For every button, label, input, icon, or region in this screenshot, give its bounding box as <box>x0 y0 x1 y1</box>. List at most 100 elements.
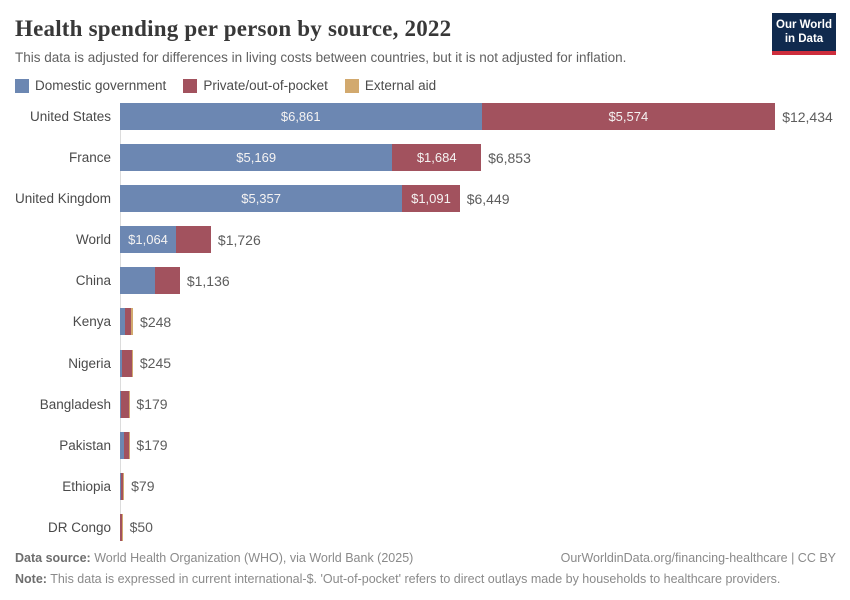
page-subtitle: This data is adjusted for differences in… <box>15 50 627 65</box>
data-source-label: Data source: <box>15 551 91 565</box>
bar-track: $50 <box>120 513 836 541</box>
bar-segment-private-out-of-pocket[interactable] <box>154 267 180 295</box>
bar-segment-private-out-of-pocket[interactable]: $1,684 <box>392 144 482 172</box>
legend-item-external-aid[interactable]: External aid <box>344 78 436 93</box>
country-label[interactable]: Pakistan <box>59 437 111 453</box>
country-label[interactable]: DR Congo <box>47 519 111 535</box>
chart-row: Kenya $248 <box>15 308 836 336</box>
total-label: $179 <box>136 437 168 454</box>
legend-swatch-icon <box>15 78 29 93</box>
bar-segment-domestic-government[interactable] <box>120 431 124 459</box>
bar-value-label: $5,574 <box>608 109 649 124</box>
bar-segment-domestic-government[interactable]: $1,064 <box>120 226 177 254</box>
total-label: $245 <box>139 355 172 372</box>
country-label[interactable]: United Kingdom <box>15 191 112 207</box>
bar-segment-external-aid[interactable] <box>128 390 130 418</box>
footer-note-text: This data is expressed in current intern… <box>46 572 781 586</box>
bar-track: $248 <box>120 308 836 336</box>
bar-segment-private-out-of-pocket[interactable] <box>176 226 211 254</box>
page-title: Health spending per person by source, 20… <box>15 16 452 41</box>
bar-segment-domestic-government[interactable] <box>120 349 122 377</box>
total-label: $6,449 <box>466 190 510 207</box>
bar-segment-private-out-of-pocket[interactable] <box>121 349 132 377</box>
country-label[interactable]: Kenya <box>72 314 111 330</box>
bar-segment-external-aid[interactable] <box>131 349 133 377</box>
data-source-text: World Health Organization (WHO), via Wor… <box>90 551 414 565</box>
footer-note: Note: This data is expressed in current … <box>15 572 836 586</box>
header-text: Health spending per person by source, 20… <box>15 13 626 65</box>
chart-row: Nigeria $245 <box>15 349 836 377</box>
chart-row: United Kingdom $5,357 $1,091 $6,449 <box>15 185 836 213</box>
legend-label: Domestic government <box>35 78 167 93</box>
total-label: $248 <box>140 313 172 330</box>
total-label: $6,853 <box>488 149 531 166</box>
bar-segment-domestic-government[interactable] <box>120 390 122 418</box>
total-label: $179 <box>136 396 168 413</box>
legend-swatch-icon <box>344 78 359 93</box>
country-label[interactable]: World <box>75 232 111 248</box>
total-label: $50 <box>129 519 153 536</box>
owid-logo[interactable]: Our World in Data <box>772 13 836 55</box>
bar-segment-external-aid[interactable] <box>123 472 125 500</box>
chart-rows: United States $6,861 $5,574 $12,434 France $5… <box>15 103 836 541</box>
owid-logo-line2: in Data <box>784 33 824 46</box>
country-label[interactable]: China <box>75 273 111 289</box>
bar-segment-domestic-government[interactable] <box>120 308 125 336</box>
bar-segment-private-out-of-pocket[interactable] <box>125 308 132 336</box>
country-label[interactable]: Ethiopia <box>62 478 111 494</box>
footer-note-label: Note: <box>15 572 47 586</box>
bar-segment-domestic-government[interactable] <box>120 472 121 500</box>
bar-segment-external-aid[interactable] <box>121 513 123 541</box>
chart-row: United States $6,861 $5,574 $12,434 <box>15 103 836 130</box>
legend-label: Private/out-of-pocket <box>203 78 328 93</box>
legend-item-private-out-of-pocket[interactable]: Private/out-of-pocket <box>183 78 328 93</box>
country-label[interactable]: United States <box>29 109 111 124</box>
chart-row: Ethiopia $79 <box>15 472 836 500</box>
chart-row: Pakistan $179 <box>15 431 836 459</box>
legend-swatch-icon <box>183 78 198 93</box>
country-label[interactable]: France <box>68 150 111 166</box>
bar-value-label: $5,169 <box>236 150 277 166</box>
bar-segment-private-out-of-pocket[interactable] <box>121 390 129 418</box>
bar-segment-domestic-government[interactable] <box>120 267 155 295</box>
owid-logo-line1: Our World <box>776 19 833 31</box>
chart-row: France $5,169 $1,684 $6,853 <box>15 144 836 172</box>
bar-track: $179 <box>120 390 836 418</box>
bar-value-label: $6,861 <box>280 109 321 124</box>
owid-citation-link[interactable]: OurWorldinData.org/financing-healthcare … <box>560 551 836 565</box>
bar-segment-private-out-of-pocket[interactable] <box>123 431 129 459</box>
bar-segment-private-out-of-pocket[interactable] <box>120 472 124 500</box>
bar-segment-private-out-of-pocket[interactable] <box>120 513 122 541</box>
bar-segment-domestic-government[interactable]: $6,861 <box>120 103 482 130</box>
total-label: $1,136 <box>186 272 230 289</box>
bar-track: $6,861 $5,574 $12,434 <box>120 103 836 130</box>
bar-track: $179 <box>120 431 836 459</box>
chart-row: World $1,064 $1,726 <box>15 226 836 254</box>
legend-item-domestic-government[interactable]: Domestic government <box>15 78 166 93</box>
total-label: $79 <box>131 478 155 495</box>
total-label: $12,434 <box>782 108 833 125</box>
bar-track: $5,357 $1,091 $6,449 <box>120 185 836 213</box>
bar-track: $5,169 $1,684 $6,853 <box>120 144 836 172</box>
bar-segment-domestic-government[interactable]: $5,169 <box>120 144 393 172</box>
bar-track: $79 <box>120 472 836 500</box>
data-source: Data source: World Health Organization (… <box>15 551 413 565</box>
bar-value-label: $1,064 <box>128 232 168 248</box>
chart-row: China $1,136 <box>15 267 836 295</box>
bar-value-label: $5,357 <box>241 191 281 207</box>
bar-value-label: $1,091 <box>411 191 451 207</box>
bar-segment-domestic-government[interactable]: $5,357 <box>120 185 403 213</box>
bar-segment-private-out-of-pocket[interactable]: $1,091 <box>402 185 460 213</box>
total-label: $1,726 <box>217 231 261 248</box>
header: Health spending per person by source, 20… <box>15 13 836 65</box>
country-label[interactable]: Bangladesh <box>39 396 111 412</box>
bar-segment-private-out-of-pocket[interactable]: $5,574 <box>481 103 776 130</box>
bar-track: $245 <box>120 349 836 377</box>
country-label[interactable]: Nigeria <box>68 355 111 371</box>
chart-row: DR Congo $50 <box>15 513 836 541</box>
footer-line1: Data source: World Health Organization (… <box>15 551 836 565</box>
bar-segment-external-aid[interactable] <box>131 308 134 336</box>
footer: Data source: World Health Organization (… <box>15 547 836 586</box>
bar-track: $1,064 $1,726 <box>120 226 836 254</box>
